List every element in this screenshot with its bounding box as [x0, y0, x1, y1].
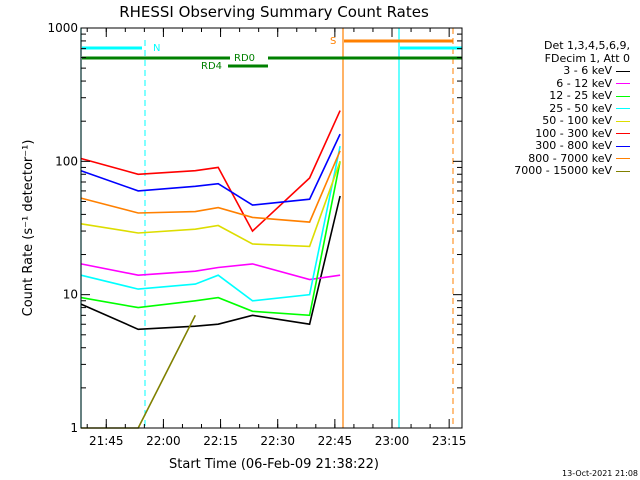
series-line	[80, 150, 341, 223]
legend-item-label: 12 - 25 keV	[549, 89, 612, 102]
legend-item: 800 - 7000 keV	[460, 151, 630, 166]
legend-item-label: 300 - 800 keV	[535, 139, 612, 152]
x-tick-label: 22:00	[146, 434, 181, 448]
legend-swatch	[616, 120, 630, 122]
legend-item-label: 7000 - 15000 keV	[514, 164, 612, 177]
legend-header-2: FDecim 1, Att 0	[544, 51, 630, 65]
legend-item-label: 6 - 12 keV	[556, 76, 612, 90]
axes: 1 10 100 1000 21:45 22:00 22:15 22:30 22:45 23:0…	[47, 21, 466, 448]
x-tick-label: 22:15	[203, 434, 238, 448]
legend-item: 300 - 800 keV	[460, 139, 630, 153]
y-tick-label: 10	[63, 288, 78, 302]
legend-item: 50 - 100 keV	[460, 114, 630, 128]
y-axis-label: Count Rate (s⁻¹ detector⁻¹)	[21, 140, 36, 317]
legend-item: 12 - 25 keV	[460, 89, 630, 103]
x-tick-label: 23:15	[432, 434, 467, 448]
legend-swatch	[616, 108, 630, 109]
saa-bar-label: S	[330, 36, 336, 47]
series-line	[80, 133, 341, 206]
legend: Det 1,3,4,5,6,9, FDecim 1, Att 0 3 - 6 k…	[460, 39, 630, 178]
footer-timestamp: 13-Oct-2021 21:08	[562, 469, 638, 478]
x-ticks: 21:45 22:00 22:15 22:30 22:45 23:00 23:15	[86, 28, 467, 448]
legend-header-1: Det 1,3,4,5,6,9,	[543, 39, 630, 52]
legend-item-label: 3 - 6 keV	[563, 64, 612, 77]
series-line	[80, 110, 341, 233]
status-bars: N RD0 RD4 S	[82, 36, 462, 72]
legend-items: 3 - 6 keV 6 - 12 keV 12 - 25 keV 25 - 50 ke…	[460, 64, 630, 178]
legend-swatch	[616, 95, 630, 97]
legend-item: 7000 - 15000 keV	[460, 164, 630, 178]
x-tick-label: 22:30	[260, 434, 295, 448]
legend-swatch	[616, 170, 630, 172]
legend-item-label: 800 - 7000 keV	[528, 151, 612, 165]
x-tick-label: 21:45	[89, 434, 124, 448]
legend-swatch	[616, 83, 630, 84]
legend-item: 25 - 50 keV	[460, 101, 630, 116]
night-bar-label: N	[153, 43, 160, 54]
x-tick-label: 23:00	[375, 434, 410, 448]
series-line	[80, 161, 341, 317]
legend-item-label: 100 - 300 keV	[535, 126, 612, 140]
rd0-bar-label: RD0	[234, 53, 255, 64]
y-tick-label: 100	[55, 154, 78, 168]
series-line	[80, 161, 341, 248]
series-line	[80, 195, 341, 331]
legend-item: 6 - 12 keV	[460, 76, 630, 91]
x-tick-label: 22:45	[318, 434, 353, 448]
chart-title: RHESSI Observing Summary Count Rates	[119, 3, 429, 21]
legend-swatch	[616, 70, 630, 72]
y-tick-label: 1	[70, 421, 78, 435]
plot-frame	[80, 27, 463, 429]
series-line	[80, 145, 341, 302]
legend-item: 3 - 6 keV	[460, 64, 630, 78]
legend-item: 100 - 300 keV	[460, 126, 630, 141]
x-axis-label: Start Time (06-Feb-09 21:38:22)	[169, 457, 379, 472]
series-layer	[80, 110, 341, 429]
legend-swatch	[616, 145, 630, 147]
legend-swatch	[616, 133, 630, 134]
legend-item-label: 25 - 50 keV	[549, 101, 612, 115]
y-ticks: 1 10 100 1000	[47, 21, 462, 435]
y-tick-label: 1000	[47, 21, 78, 35]
rd4-bar-label: RD4	[201, 61, 222, 72]
legend-swatch	[616, 158, 630, 159]
legend-item-label: 50 - 100 keV	[542, 114, 612, 127]
series-line	[80, 263, 341, 281]
